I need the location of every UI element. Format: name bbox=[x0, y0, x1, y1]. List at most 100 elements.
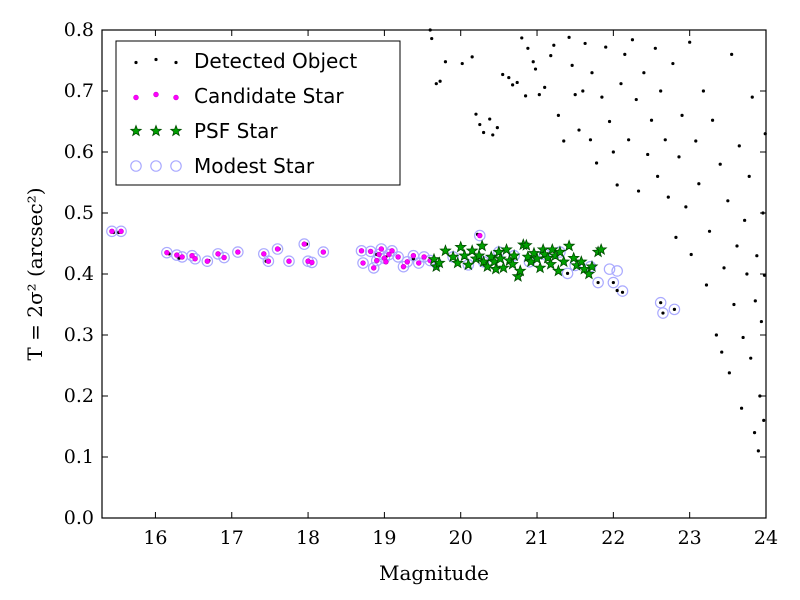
y-axis: 0.0 0.1 0.2 0.3 0.4 0.5 0.6 0.7 0.8 bbox=[64, 19, 766, 529]
legend-marker bbox=[173, 94, 179, 101]
y-tick-label: 0.8 bbox=[64, 19, 94, 41]
legend-label: PSF Star bbox=[194, 119, 278, 143]
candidate-star-point bbox=[371, 265, 377, 271]
psf-star-point bbox=[506, 257, 519, 270]
x-tick-label: 22 bbox=[601, 527, 625, 549]
detected-object-point bbox=[443, 60, 448, 64]
psf-star-point bbox=[582, 267, 596, 280]
candidate-star-point bbox=[376, 251, 382, 258]
modest-star-point bbox=[189, 252, 201, 265]
detected-object-point bbox=[689, 252, 693, 257]
modest-star-point bbox=[271, 243, 284, 255]
detected-object-point bbox=[482, 130, 486, 135]
detected-object-point bbox=[735, 244, 739, 248]
legend-marker bbox=[134, 60, 138, 65]
psf-star-point bbox=[585, 260, 599, 273]
y-tick-label: 0.6 bbox=[64, 141, 94, 163]
modest-star-point bbox=[262, 255, 275, 267]
modest-star-point bbox=[561, 267, 574, 280]
modest-star-point bbox=[212, 248, 224, 260]
candidate-star-point bbox=[421, 254, 427, 260]
detected-object-point bbox=[549, 54, 553, 58]
legend-marker bbox=[133, 94, 139, 101]
candidate-star-point bbox=[192, 256, 198, 262]
detected-object-point bbox=[701, 89, 706, 93]
psf-star-point bbox=[458, 249, 471, 262]
detected-object-point bbox=[533, 67, 538, 71]
psf-star-point bbox=[574, 255, 588, 268]
psf-star-point bbox=[446, 250, 460, 263]
psf-star-point bbox=[475, 239, 489, 252]
modest-star-point bbox=[401, 255, 414, 268]
detected-object-point bbox=[727, 371, 731, 375]
psf-star-point bbox=[533, 261, 547, 274]
detected-object-point bbox=[745, 272, 749, 276]
detected-object-point bbox=[604, 45, 608, 49]
psf-star-point bbox=[552, 264, 565, 277]
detected-object-point bbox=[750, 95, 754, 99]
psf-star-point bbox=[492, 245, 506, 258]
psf-star-point bbox=[594, 242, 608, 255]
candidate-star-point bbox=[174, 252, 180, 258]
detected-object-point bbox=[607, 119, 612, 124]
psf-star-point bbox=[530, 252, 544, 265]
detected-object-point bbox=[488, 117, 492, 121]
detected-object-marks bbox=[111, 28, 767, 453]
detected-object-point bbox=[577, 128, 581, 132]
candidate-star-point bbox=[378, 246, 385, 252]
modest-star-point bbox=[106, 225, 118, 238]
candidate-star-point bbox=[383, 259, 389, 265]
legend-marker bbox=[129, 124, 143, 137]
detected-object-point bbox=[649, 118, 654, 122]
x-tick-label: 16 bbox=[143, 527, 167, 549]
candidate-star-point bbox=[358, 248, 365, 254]
detected-object-point bbox=[470, 55, 474, 59]
modest-star-point bbox=[283, 255, 295, 267]
detected-object-point bbox=[762, 418, 766, 422]
detected-object-point bbox=[710, 118, 715, 122]
candidate-star-point bbox=[410, 253, 417, 259]
y-tick-label: 0.4 bbox=[64, 263, 94, 285]
detected-object-point bbox=[478, 122, 482, 127]
legend: Detected Object Candidate Star PSF Star Mod… bbox=[115, 40, 401, 186]
y-tick-label: 0.7 bbox=[64, 80, 94, 102]
detected-object-point bbox=[741, 335, 745, 340]
detected-object-point bbox=[718, 162, 722, 166]
detected-object-point bbox=[523, 94, 528, 98]
psf-star-point bbox=[541, 251, 555, 264]
psf-star-point bbox=[507, 249, 521, 262]
detected-object-point bbox=[720, 350, 724, 354]
candidate-star-point bbox=[286, 258, 292, 264]
legend-marker bbox=[174, 60, 178, 65]
y-tick-label: 0.3 bbox=[64, 324, 94, 346]
modest-star-point bbox=[592, 276, 604, 289]
modest-star-point bbox=[355, 245, 368, 257]
x-tick-label: 18 bbox=[296, 527, 320, 549]
psf-star-point bbox=[477, 255, 490, 268]
psf-star-point bbox=[497, 261, 510, 274]
candidate-star-point bbox=[404, 259, 410, 265]
detected-object-point bbox=[590, 71, 594, 75]
legend-marker bbox=[169, 124, 183, 137]
detected-object-point bbox=[567, 35, 571, 39]
modest-star-point bbox=[386, 245, 398, 257]
detected-object-point bbox=[704, 283, 709, 287]
detected-object-point bbox=[615, 288, 619, 293]
y-axis-label: T = 2σ² (arcsec²) bbox=[23, 187, 47, 360]
candidate-star-point bbox=[400, 263, 407, 270]
detected-object-point bbox=[636, 189, 641, 193]
legend-label: Detected Object bbox=[194, 49, 357, 73]
detected-object-point bbox=[501, 72, 505, 77]
detected-object-point bbox=[694, 139, 698, 143]
detected-object-point bbox=[596, 280, 600, 285]
candidate-star-point bbox=[309, 259, 315, 266]
detected-object-point bbox=[615, 183, 619, 187]
modest-star-point bbox=[186, 249, 198, 262]
psf-star-point bbox=[567, 251, 580, 264]
candidate-star-point bbox=[416, 260, 422, 266]
detected-object-point bbox=[460, 61, 464, 66]
psf-star-point bbox=[465, 244, 479, 257]
psf-star-point bbox=[494, 252, 507, 265]
detected-object-point bbox=[611, 280, 615, 285]
psf-star-point bbox=[578, 262, 591, 275]
